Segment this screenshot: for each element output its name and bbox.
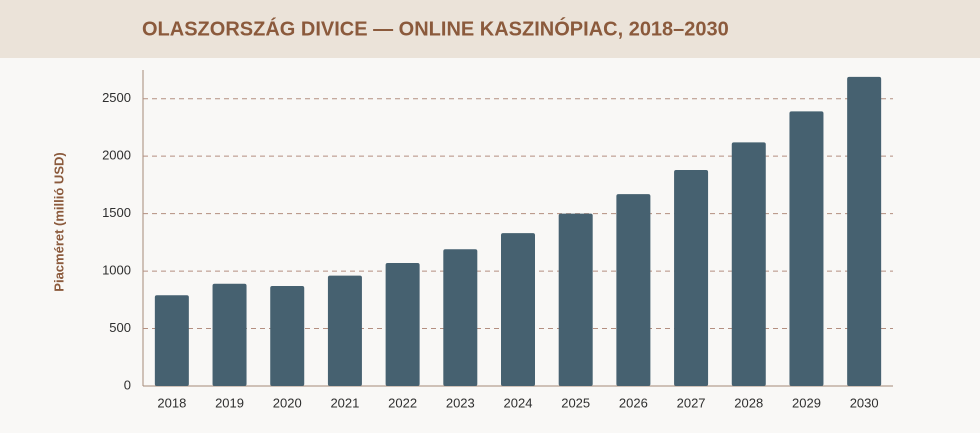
x-tick-label: 2023 <box>446 395 475 410</box>
x-tick-label: 2025 <box>561 395 590 410</box>
x-tick-label: 2028 <box>734 395 763 410</box>
y-axis-label: Piacméret (millió USD) <box>51 152 66 291</box>
bar <box>731 142 766 386</box>
x-tick-label: 2029 <box>792 395 821 410</box>
bar <box>616 194 651 386</box>
y-tick-label: 1000 <box>102 263 131 278</box>
x-tick-label: 2020 <box>273 395 302 410</box>
bar <box>270 286 305 386</box>
header-band <box>0 0 980 58</box>
x-tick-label: 2019 <box>215 395 244 410</box>
y-tick-label: 2500 <box>102 90 131 105</box>
bar <box>674 169 709 386</box>
x-tick-label: 2021 <box>330 395 359 410</box>
bar <box>154 295 189 386</box>
bar <box>789 111 824 386</box>
x-tick-label: 2026 <box>619 395 648 410</box>
y-tick-label: 0 <box>124 377 131 392</box>
y-tick-label: 500 <box>109 320 131 335</box>
bar <box>558 213 593 386</box>
bar <box>327 275 362 386</box>
x-tick-label: 2024 <box>504 395 533 410</box>
y-tick-label: 2000 <box>102 148 131 163</box>
x-tick-label: 2027 <box>677 395 706 410</box>
x-tick-label: 2018 <box>157 395 186 410</box>
chart-title: OLASZORSZÁG DIVICE — ONLINE KASZINÓPIAC,… <box>142 16 729 40</box>
x-tick-label: 2022 <box>388 395 417 410</box>
y-tick-label: 1500 <box>102 205 131 220</box>
bar <box>385 263 420 386</box>
chart-background <box>0 58 980 433</box>
x-tick-label: 2030 <box>850 395 879 410</box>
bar <box>847 76 882 387</box>
bar <box>443 249 478 386</box>
bar <box>501 233 535 386</box>
bar <box>212 283 247 386</box>
